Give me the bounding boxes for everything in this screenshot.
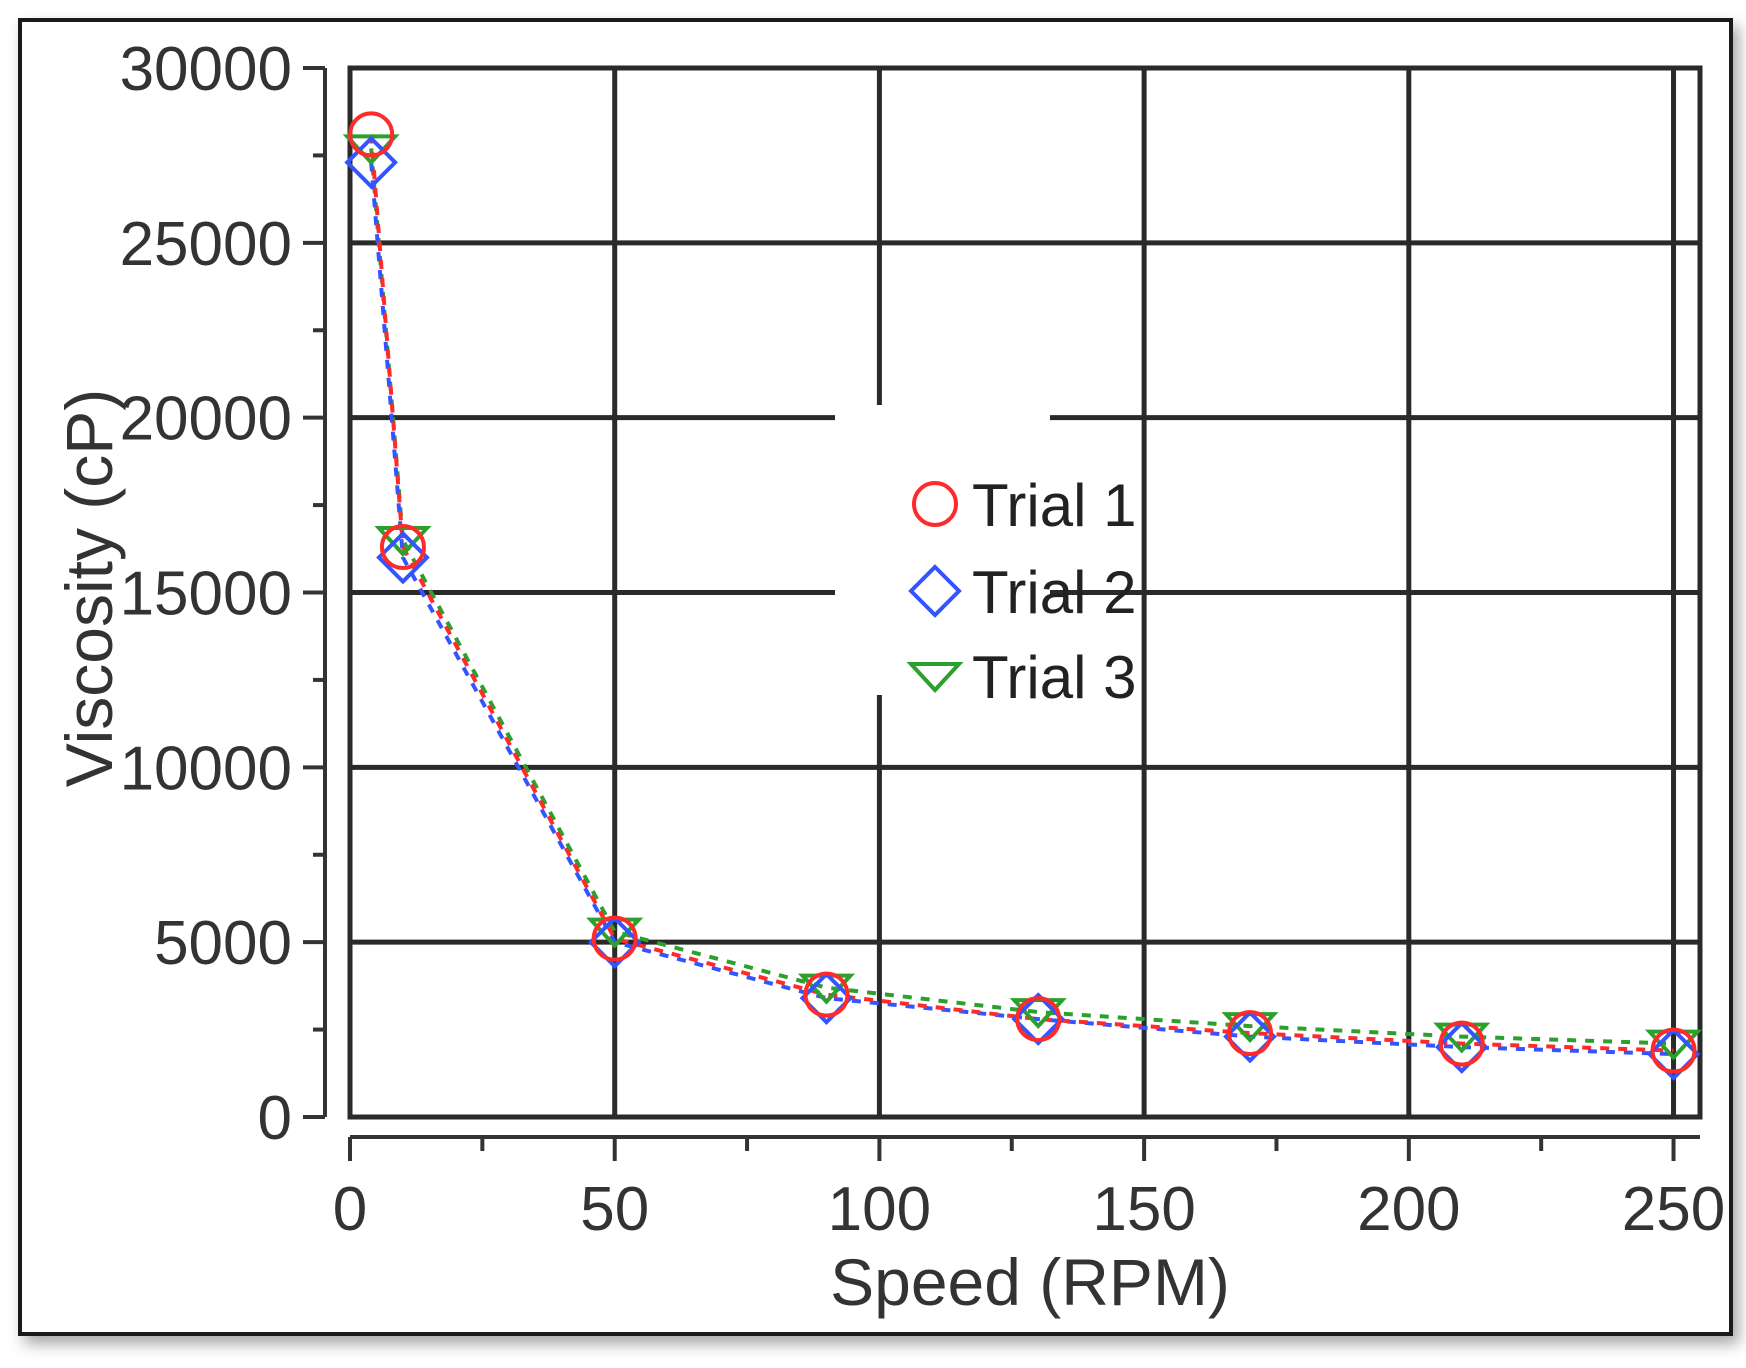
data-point-trial-1 — [348, 111, 395, 158]
legend-marker-trial-2 — [908, 564, 962, 618]
data-point-trial-2 — [1646, 1027, 1701, 1081]
legend-marker-trial-3 — [906, 662, 964, 693]
x-tick-label: 200 — [1357, 1175, 1460, 1244]
series-line-trial-1 — [369, 134, 1674, 1053]
y-tick-label: 30000 — [120, 35, 292, 104]
x-tick-label: 100 — [828, 1175, 931, 1244]
legend-marker-trial-1 — [912, 481, 958, 527]
y-tick-label: 25000 — [120, 210, 292, 279]
data-point-trial-2 — [344, 135, 399, 190]
y-tick-label: 20000 — [120, 385, 292, 454]
axes-layer: 0 5000 10000 15000 20000 25000 30000 0 50 100 150 2… — [120, 35, 1726, 1244]
data-point-trial-1 — [1650, 1027, 1697, 1074]
x-tick-label: 0 — [333, 1175, 367, 1244]
data-point-trial-2 — [376, 530, 430, 585]
data-point-trial-2 — [1223, 1009, 1277, 1064]
legend-label-trial-2: Trial 2 — [972, 559, 1136, 626]
series-layer — [342, 111, 1703, 1081]
data-point-trial-2 — [799, 971, 854, 1025]
data-point-trial-1 — [803, 971, 850, 1018]
y-tick-label: 5000 — [154, 909, 292, 978]
series-line-trial-2 — [369, 162, 1674, 1057]
x-axis-label: Speed (RPM) — [830, 1245, 1230, 1319]
data-point-trial-3 — [374, 526, 432, 557]
data-point-trial-2 — [587, 915, 642, 969]
x-tick-label: 150 — [1092, 1175, 1195, 1244]
legend-label-trial-1: Trial 1 — [972, 472, 1136, 539]
y-tick-label: 0 — [258, 1084, 292, 1153]
data-point-trial-3 — [1009, 998, 1067, 1030]
legend-background — [835, 405, 1050, 695]
legend: Trial 1 Trial 2 Trial 3 — [835, 405, 1136, 711]
y-axis-label: Viscosity (cP) — [52, 389, 126, 788]
data-point-trial-1 — [1015, 996, 1062, 1043]
data-point-trial-1 — [1438, 1020, 1485, 1067]
data-point-trial-2 — [1011, 992, 1066, 1046]
data-point-trial-1 — [379, 524, 426, 571]
data-point-trial-1 — [1227, 1010, 1273, 1057]
x-tick-label: 50 — [580, 1175, 649, 1244]
series-line-trial-3 — [369, 148, 1674, 1046]
data-point-trial-2 — [1434, 1020, 1489, 1074]
data-point-trial-1 — [591, 915, 638, 962]
y-tick-label: 15000 — [120, 560, 292, 629]
x-tick-label: 250 — [1622, 1175, 1725, 1244]
legend-label-trial-3: Trial 3 — [972, 644, 1136, 711]
y-tick-label: 10000 — [120, 734, 292, 803]
